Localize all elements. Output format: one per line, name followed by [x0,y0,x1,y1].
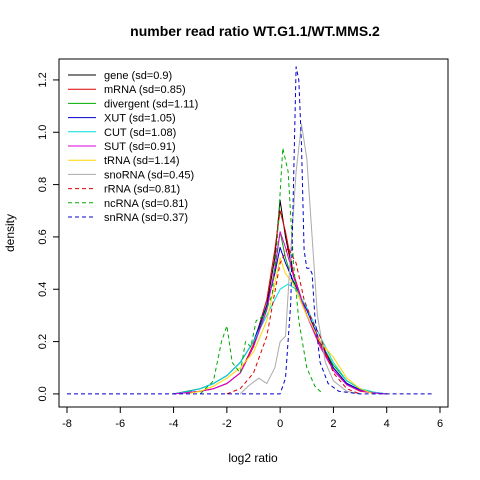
legend-label: ncRNA (sd=0.81) [104,198,188,210]
y-axis: 0.0 0.2 0.4 0.6 0.8 1.0 1.2 [37,72,59,402]
series-line-6 [186,257,374,395]
legend: gene (sd=0.9) mRNA (sd=0.85) divergent (sd… [68,70,198,224]
series-line-5 [173,231,387,395]
y-tick-label: 1.0 [37,125,49,140]
y-tick-label: 0.4 [37,282,49,297]
legend-label: snoRNA (sd=0.45) [104,169,194,181]
legend-label: gene (sd=0.9) [104,70,172,82]
series-line-7 [239,123,361,395]
series-line-8 [226,246,361,395]
legend-label: SUT (sd=0.91) [104,141,176,153]
legend-label: divergent (sd=1.11) [104,98,198,110]
x-axis: -8 -6 -4 -2 0 2 4 6 [62,407,443,430]
y-axis-label: density [3,214,17,252]
legend-label: snRNA (sd=0.37) [104,212,188,224]
x-tick-label: 2 [330,418,336,430]
y-tick-label: 0.0 [37,386,49,401]
x-tick-label: -4 [169,418,179,430]
legend-label: rRNA (sd=0.81) [104,184,180,196]
y-tick-label: 0.8 [37,177,49,192]
legend-label: tRNA (sd=1.14) [104,155,180,167]
x-tick-label: -8 [62,418,72,430]
x-tick-label: 4 [384,418,390,430]
x-tick-label: 6 [437,418,443,430]
legend-label: mRNA (sd=0.85) [104,84,186,96]
y-tick-label: 1.2 [37,72,49,87]
series-line-4 [173,283,387,395]
y-tick-label: 0.2 [37,334,49,349]
plot-frame [58,58,449,408]
legend-label: XUT (sd=1.05) [104,113,176,125]
series-layer [67,66,435,395]
series-line-10 [67,66,435,395]
x-tick-label: -2 [222,418,232,430]
x-tick-label: -6 [115,418,125,430]
x-axis-label: log2 ratio [228,451,278,465]
x-tick-label: 0 [277,418,283,430]
chart-title: number read ratio WT.G1.1/WT.MMS.2 [130,23,380,39]
y-tick-label: 0.6 [37,229,49,244]
legend-label: CUT (sd=1.08) [104,127,176,139]
